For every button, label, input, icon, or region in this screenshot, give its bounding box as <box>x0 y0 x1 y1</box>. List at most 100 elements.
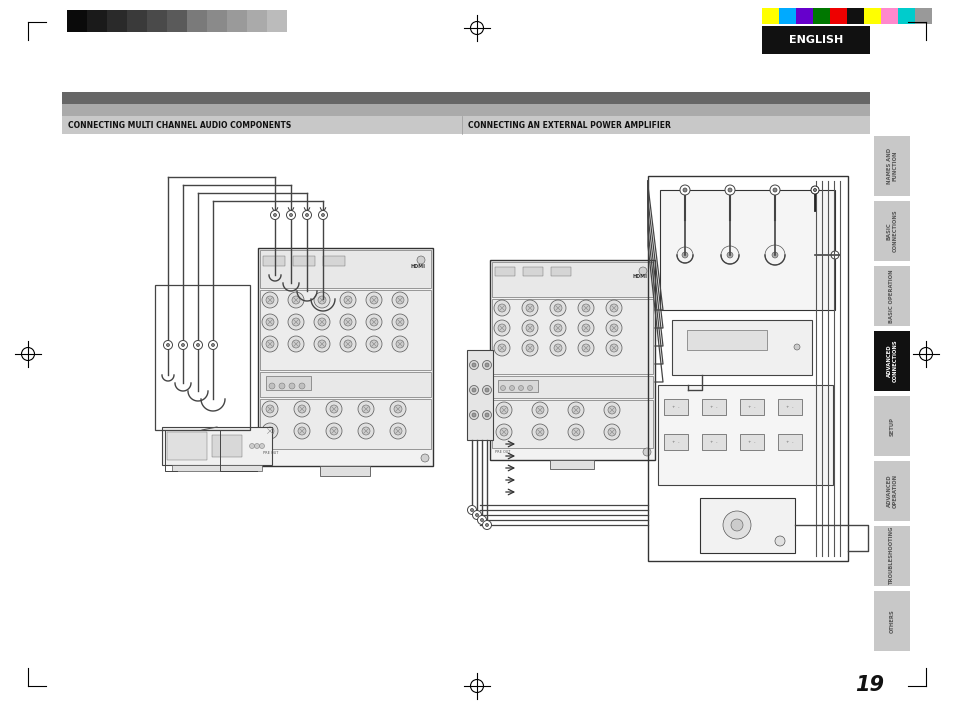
Text: BASIC OPERATION: BASIC OPERATION <box>888 269 894 323</box>
Bar <box>490 260 655 460</box>
Bar <box>267 10 287 32</box>
Circle shape <box>484 388 489 392</box>
Circle shape <box>269 383 274 389</box>
Bar <box>260 399 431 449</box>
Circle shape <box>271 210 279 219</box>
Circle shape <box>467 506 476 515</box>
Circle shape <box>532 402 547 418</box>
Circle shape <box>830 251 838 259</box>
Circle shape <box>554 304 561 312</box>
Bar <box>492 262 652 297</box>
Circle shape <box>480 518 483 522</box>
Circle shape <box>317 318 326 326</box>
Bar <box>147 10 167 32</box>
Circle shape <box>266 296 274 304</box>
Bar <box>873 396 909 456</box>
Bar <box>207 10 227 32</box>
Bar <box>873 201 909 261</box>
Bar <box>266 376 311 390</box>
Circle shape <box>793 344 800 350</box>
Text: CONNECTING AN EXTERNAL POWER AMPLIFIER: CONNECTING AN EXTERNAL POWER AMPLIFIER <box>468 120 670 130</box>
Circle shape <box>314 292 330 308</box>
Circle shape <box>499 428 507 436</box>
Circle shape <box>330 405 337 413</box>
Circle shape <box>305 214 308 217</box>
Bar <box>257 248 433 466</box>
Circle shape <box>394 405 401 413</box>
Circle shape <box>581 344 589 352</box>
Bar <box>795 8 812 24</box>
Circle shape <box>727 188 731 192</box>
Circle shape <box>550 300 565 316</box>
Bar <box>550 460 594 469</box>
Circle shape <box>525 344 534 352</box>
Circle shape <box>605 300 621 316</box>
Circle shape <box>193 341 202 350</box>
Circle shape <box>605 320 621 336</box>
Bar <box>154 285 250 430</box>
Circle shape <box>370 340 377 348</box>
Bar <box>700 498 794 553</box>
Bar <box>319 466 370 476</box>
Circle shape <box>254 443 259 448</box>
Circle shape <box>392 314 408 330</box>
Text: SETUP: SETUP <box>888 416 894 435</box>
Bar <box>897 8 914 24</box>
Circle shape <box>726 252 732 258</box>
Circle shape <box>496 424 512 440</box>
Circle shape <box>484 363 489 367</box>
Circle shape <box>262 401 277 417</box>
Text: BASIC
CONNECTIONS: BASIC CONNECTIONS <box>885 210 897 252</box>
Circle shape <box>344 296 352 304</box>
Circle shape <box>679 185 689 195</box>
Text: PRE OUT: PRE OUT <box>495 450 510 454</box>
Circle shape <box>500 385 505 391</box>
Circle shape <box>532 424 547 440</box>
Circle shape <box>297 405 306 413</box>
Text: +  -: + - <box>672 440 679 444</box>
Bar <box>127 10 147 32</box>
Circle shape <box>390 401 406 417</box>
Circle shape <box>420 454 429 462</box>
Circle shape <box>527 385 532 391</box>
Bar <box>260 372 431 397</box>
Circle shape <box>642 448 650 456</box>
Circle shape <box>497 324 505 332</box>
Circle shape <box>390 423 406 439</box>
Bar <box>323 256 345 266</box>
Circle shape <box>554 324 561 332</box>
Circle shape <box>603 402 619 418</box>
Bar <box>522 267 542 276</box>
Circle shape <box>475 513 478 517</box>
Bar <box>873 461 909 521</box>
Circle shape <box>167 343 170 346</box>
Text: CONNECTING MULTI CHANNEL AUDIO COMPONENTS: CONNECTING MULTI CHANNEL AUDIO COMPONENT… <box>68 120 291 130</box>
Circle shape <box>609 324 618 332</box>
Circle shape <box>178 341 188 350</box>
Circle shape <box>521 300 537 316</box>
Circle shape <box>326 401 341 417</box>
Text: +  -: + - <box>709 405 717 409</box>
Bar <box>492 376 652 398</box>
Circle shape <box>278 383 285 389</box>
Circle shape <box>298 383 305 389</box>
Circle shape <box>550 340 565 356</box>
Bar <box>873 526 909 586</box>
Circle shape <box>344 340 352 348</box>
Circle shape <box>472 413 476 417</box>
Circle shape <box>682 188 686 192</box>
Circle shape <box>581 324 589 332</box>
Bar <box>293 256 314 266</box>
Circle shape <box>317 340 326 348</box>
Circle shape <box>288 292 304 308</box>
Circle shape <box>289 214 293 217</box>
Circle shape <box>567 402 583 418</box>
Circle shape <box>262 423 277 439</box>
Circle shape <box>259 443 264 448</box>
Bar <box>863 8 880 24</box>
Circle shape <box>330 427 337 435</box>
Circle shape <box>494 300 510 316</box>
Circle shape <box>572 428 579 436</box>
Circle shape <box>266 427 274 435</box>
Text: +  -: + - <box>785 440 793 444</box>
